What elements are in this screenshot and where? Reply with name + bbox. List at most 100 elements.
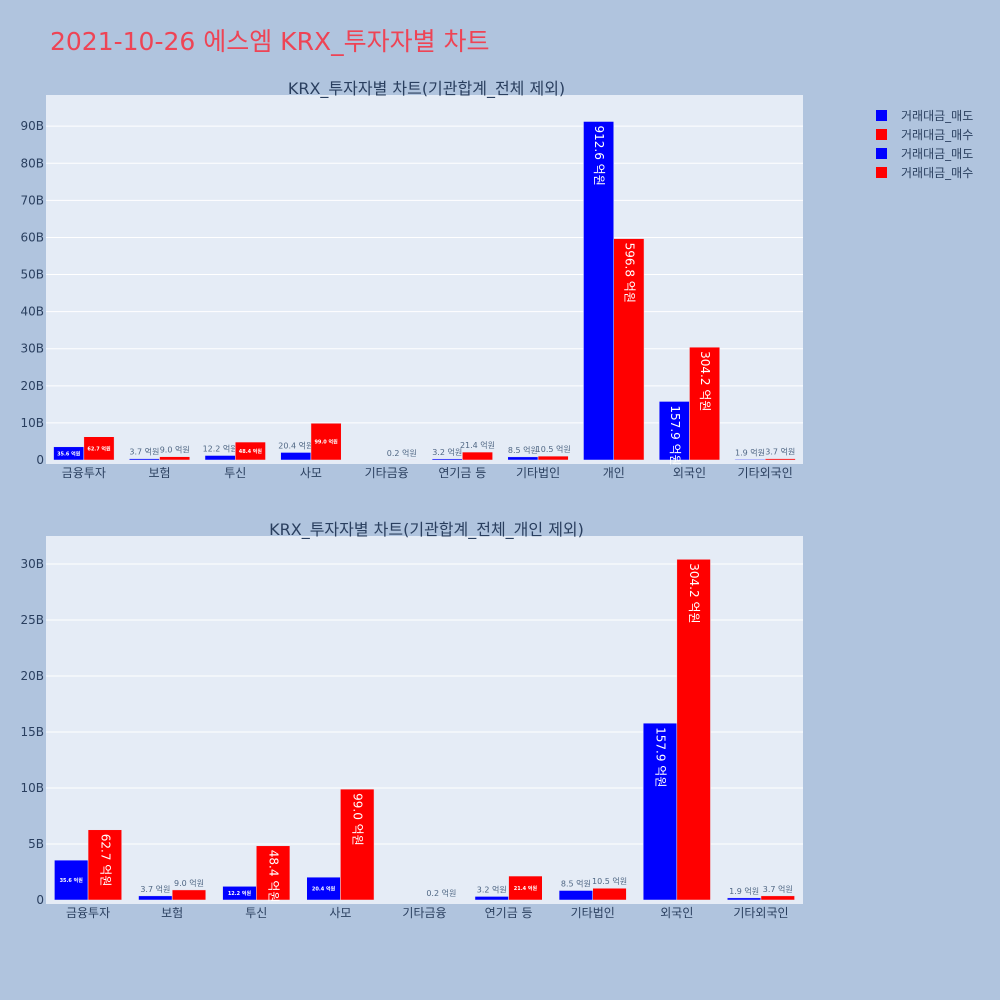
legend-item-buy-2[interactable]: 거래대금_매수: [876, 163, 973, 182]
y-tick-label: 40B: [20, 305, 44, 319]
data-label: 8.5 억원: [508, 445, 538, 455]
legend-item-sell-1[interactable]: 거래대금_매도: [876, 106, 973, 125]
data-label: 10.5 억원: [536, 444, 571, 454]
chart-title: KRX_투자자별 차트(기관합계_전체 제외): [288, 79, 565, 99]
bar: [727, 897, 762, 901]
x-tick-label: 기타금융: [402, 906, 446, 920]
x-tick-label: 투신: [224, 466, 246, 480]
x-tick-label: 사모: [329, 906, 351, 920]
data-label: 35.6 억원: [60, 877, 84, 884]
data-label: 1.9 억원: [729, 886, 759, 896]
bar: [734, 459, 766, 461]
bar: [613, 238, 645, 461]
legend-swatch-icon: [876, 129, 887, 140]
x-tick-label: 기타금융: [365, 466, 409, 480]
data-label: 48.4 억원: [239, 448, 263, 455]
bar: [87, 829, 122, 901]
bar: [171, 889, 207, 901]
data-label: 3.2 억원: [477, 884, 507, 894]
legend-swatch-icon: [876, 110, 887, 121]
y-tick-label: 80B: [20, 156, 44, 170]
data-label: 0.2 억원: [387, 448, 417, 458]
page-title: 2021-10-26 에스엠 KRX_투자자별 차트: [50, 27, 490, 56]
y-tick-label: 0: [36, 893, 44, 907]
bar: [658, 401, 690, 461]
bar: [676, 559, 711, 901]
chart-title: KRX_투자자별 차트(기관합계_전체_개인 제외): [269, 520, 584, 540]
data-label: 48.4 억원: [267, 850, 281, 903]
data-label: 596.8 억원: [622, 243, 636, 303]
y-tick-label: 70B: [20, 193, 44, 207]
y-tick-label: 0: [36, 453, 44, 467]
bar: [204, 455, 236, 461]
data-label: 9.0 억원: [160, 445, 190, 455]
legend-label: 거래대금_매수: [901, 128, 974, 142]
bar: [138, 895, 173, 901]
x-tick-label: 연기금 등: [438, 466, 486, 480]
x-tick-label: 보험: [149, 466, 171, 480]
x-tick-label: 개인: [603, 466, 625, 480]
data-label: 3.7 억원: [129, 447, 159, 457]
x-tick-label: 금융투자: [62, 466, 106, 480]
y-tick-label: 10B: [20, 781, 44, 795]
x-tick-label: 외국인: [673, 466, 706, 480]
bar: [508, 875, 543, 901]
x-tick-label: 기타법인: [516, 466, 560, 480]
bar: [537, 455, 569, 461]
x-tick-label: 외국인: [660, 906, 693, 920]
bar: [583, 121, 614, 461]
legend-label: 거래대금_매도: [901, 109, 974, 123]
legend-swatch-icon: [876, 167, 887, 178]
data-label: 21.4 억원: [460, 440, 495, 450]
y-tick-label: 30B: [20, 557, 44, 571]
bar: [129, 458, 160, 461]
x-tick-label: 기타법인: [571, 906, 615, 920]
data-label: 3.2 억원: [432, 447, 462, 457]
legend-label: 거래대금_매도: [901, 147, 974, 161]
bar: [431, 458, 463, 461]
data-label: 3.7 억원: [140, 884, 170, 894]
data-label: 157.9 억원: [668, 405, 682, 465]
data-label: 12.2 억원: [203, 443, 238, 453]
data-label: 304.2 억원: [698, 351, 712, 411]
bar: [83, 436, 115, 461]
data-label: 99.0 억원: [351, 793, 365, 846]
data-label: 20.4 억원: [278, 440, 313, 450]
bar: [689, 346, 720, 461]
bar: [340, 788, 375, 901]
x-tick-label: 투신: [245, 906, 267, 920]
bar: [642, 722, 678, 901]
data-label: 3.7 억원: [765, 447, 795, 457]
data-label: 35.6 억원: [57, 450, 81, 457]
data-label: 912.6 억원: [592, 125, 606, 185]
legend-item-sell-2[interactable]: 거래대금_매도: [876, 144, 973, 163]
bar: [462, 451, 493, 461]
x-tick-label: 기타외국인: [733, 906, 788, 920]
data-label: 3.7 억원: [763, 884, 793, 894]
data-label: 62.7 억원: [87, 445, 111, 452]
y-tick-label: 5B: [28, 837, 44, 851]
bar: [764, 458, 796, 461]
bar: [54, 859, 89, 901]
data-label: 9.0 억원: [174, 878, 204, 888]
x-tick-label: 금융투자: [66, 906, 110, 920]
data-label: 157.9 억원: [654, 727, 668, 787]
x-tick-label: 기타외국인: [738, 466, 793, 480]
data-label: 10.5 억원: [592, 876, 627, 886]
y-tick-label: 50B: [20, 268, 44, 282]
y-tick-label: 15B: [20, 725, 44, 739]
bar: [256, 845, 291, 901]
legend-item-buy-1[interactable]: 거래대금_매수: [876, 125, 973, 144]
data-label: 8.5 억원: [561, 878, 591, 888]
legend-swatch-icon: [876, 148, 887, 159]
data-label: 99.0 억원: [314, 439, 338, 446]
bar: [280, 452, 312, 461]
bar: [558, 890, 593, 901]
x-tick-label: 사모: [300, 466, 322, 480]
y-tick-label: 30B: [20, 342, 44, 356]
data-label: 20.4 억원: [312, 886, 336, 893]
bar: [159, 456, 191, 461]
x-tick-label: 보험: [161, 906, 183, 920]
y-tick-label: 20B: [20, 379, 44, 393]
